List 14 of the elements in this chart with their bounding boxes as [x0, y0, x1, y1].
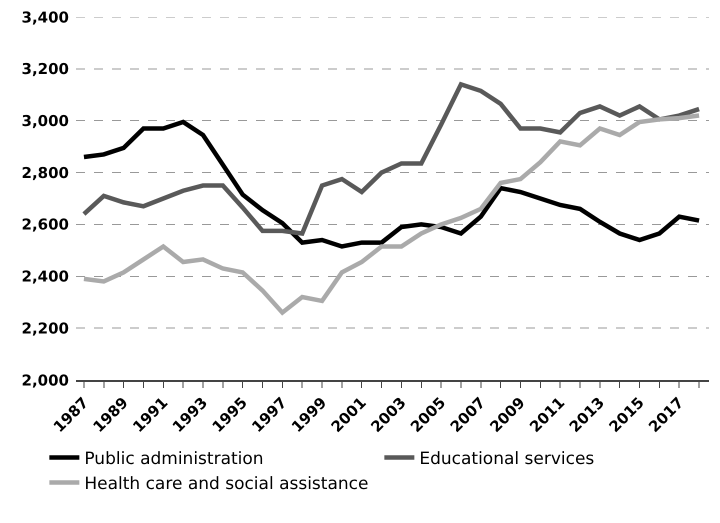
- legend-label: Public administration: [84, 449, 264, 470]
- line-series: [82, 120, 702, 249]
- y-tick-label: 2,200: [22, 319, 69, 338]
- y-tick-label: 2,400: [22, 268, 69, 286]
- y-tick-label: 3,200: [22, 60, 69, 78]
- y-tick-label: 3,400: [22, 8, 69, 26]
- legend-label: Educational services: [419, 449, 594, 470]
- legend-label: Health care and social assistance: [84, 474, 368, 494]
- y-tick-label: 2,000: [22, 371, 69, 390]
- y-tick-label: 2,600: [22, 216, 69, 234]
- line-series: [82, 82, 702, 236]
- y-tick-label: 3,000: [22, 112, 69, 130]
- line-series: [82, 113, 702, 315]
- y-tick-label: 2,800: [22, 164, 69, 182]
